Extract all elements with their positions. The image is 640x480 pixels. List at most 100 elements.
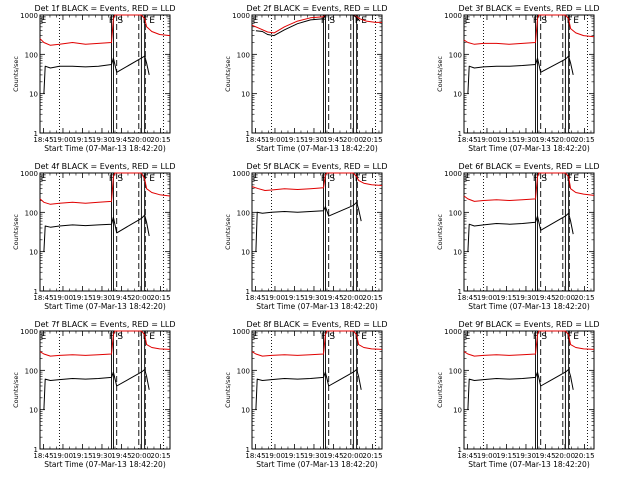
x-tick-label: 19:45 xyxy=(535,294,555,302)
x-tick-label: 19:00 xyxy=(265,294,285,302)
flag-label-f: F xyxy=(109,174,114,184)
plot-frame xyxy=(463,14,595,134)
det-panel-7: Det 7f BLACK = Events, RED = LLD 1 10 100 10… xyxy=(12,320,176,469)
x-tick-label: 19:00 xyxy=(53,136,73,144)
x-tick-label: 20:15 xyxy=(362,136,382,144)
plot-frame xyxy=(251,172,383,292)
plot-frame xyxy=(463,172,595,292)
x-tick-label: 20:00 xyxy=(343,136,363,144)
series-line-events xyxy=(467,55,574,94)
x-tick-label: 20:15 xyxy=(362,294,382,302)
x-tick-label: 20:00 xyxy=(131,452,151,460)
x-tick-label: 18:45 xyxy=(457,452,477,460)
x-tick-label: 19:30 xyxy=(92,136,112,144)
flag-label-e: E xyxy=(41,174,47,184)
flag-label-e: E xyxy=(253,332,259,342)
y-axis-label: Counts/sec xyxy=(12,214,20,250)
plot-frame xyxy=(39,14,171,134)
x-tick-label: 18:45 xyxy=(33,452,53,460)
x-tick-label: 19:30 xyxy=(304,294,324,302)
x-tick-label: 18:45 xyxy=(457,136,477,144)
x-tick-label: 19:45 xyxy=(323,136,343,144)
flag-label-e: E xyxy=(465,16,471,26)
flag-label-s: S xyxy=(329,174,335,184)
x-tick-label: 20:15 xyxy=(362,452,382,460)
x-tick-label: 19:30 xyxy=(92,294,112,302)
y-tick-label: 1 xyxy=(458,446,462,454)
y-tick-label: 100 xyxy=(237,209,250,217)
y-axis-label: Counts/sec xyxy=(224,56,232,92)
det-panel-6: Det 6f BLACK = Events, RED = LLD 1 10 100 10… xyxy=(436,162,600,311)
y-tick-label: 100 xyxy=(449,51,462,59)
det-panel-9: Det 9f BLACK = Events, RED = LLD 1 10 100 10… xyxy=(436,320,600,469)
y-axis-label: Counts/sec xyxy=(12,56,20,92)
flag-label-e: E xyxy=(361,174,367,184)
y-tick-label: 10 xyxy=(29,407,38,415)
det-panel-4: Det 4f BLACK = Events, RED = LLD 1 10 100 10… xyxy=(12,162,176,311)
panel-title: Det 1f BLACK = Events, RED = LLD xyxy=(34,4,175,13)
y-tick-label: 1 xyxy=(246,288,250,296)
flag-label-e: E xyxy=(253,174,259,184)
panel-title: Det 9f BLACK = Events, RED = LLD xyxy=(458,320,599,329)
x-tick-label: 19:30 xyxy=(92,452,112,460)
flag-label-s: S xyxy=(541,332,547,342)
y-tick-label: 10 xyxy=(453,407,462,415)
y-tick-label: 1000 xyxy=(444,170,462,178)
y-tick-label: 100 xyxy=(237,367,250,375)
flag-label-e: E xyxy=(149,174,155,184)
y-tick-label: 1 xyxy=(458,130,462,138)
x-tick-label: 19:15 xyxy=(284,294,304,302)
y-tick-label: 1000 xyxy=(20,328,38,336)
series-line-events xyxy=(255,201,362,252)
y-axis-label: Counts/sec xyxy=(12,372,20,408)
x-axis-label: Start Time (07-Mar-13 18:42:20) xyxy=(44,144,166,153)
x-tick-label: 20:15 xyxy=(574,136,594,144)
y-tick-label: 1000 xyxy=(232,170,250,178)
x-tick-label: 19:45 xyxy=(323,294,343,302)
flag-label-s: S xyxy=(541,16,547,26)
panel-title: Det 5f BLACK = Events, RED = LLD xyxy=(246,162,387,171)
flag-label-e: E xyxy=(573,16,579,26)
x-axis-label: Start Time (07-Mar-13 18:42:20) xyxy=(468,144,590,153)
x-tick-label: 19:45 xyxy=(535,452,555,460)
series-line-events xyxy=(255,369,362,410)
x-tick-label: 19:00 xyxy=(265,452,285,460)
x-tick-label: 19:30 xyxy=(516,452,536,460)
x-tick-label: 19:30 xyxy=(516,294,536,302)
panel-title: Det 2f BLACK = Events, RED = LLD xyxy=(246,4,387,13)
x-tick-label: 20:15 xyxy=(574,294,594,302)
x-tick-label: 19:45 xyxy=(111,294,131,302)
x-tick-label: 20:00 xyxy=(131,136,151,144)
flag-label-f: F xyxy=(143,174,148,184)
y-tick-label: 1000 xyxy=(444,328,462,336)
plot-frame xyxy=(39,330,171,450)
flag-label-s: S xyxy=(117,174,123,184)
x-tick-label: 19:45 xyxy=(111,136,131,144)
x-tick-label: 19:15 xyxy=(496,452,516,460)
x-tick-label: 19:15 xyxy=(496,294,516,302)
series-line-events xyxy=(467,212,574,252)
flag-label-s: S xyxy=(117,332,123,342)
x-tick-label: 19:45 xyxy=(111,452,131,460)
series-line-lld xyxy=(39,330,171,357)
det-panel-3: Det 3f BLACK = Events, RED = LLD 1 10 100 10… xyxy=(436,4,600,153)
x-tick-label: 19:00 xyxy=(477,136,497,144)
y-tick-label: 10 xyxy=(241,407,250,415)
y-axis-label: Counts/sec xyxy=(224,214,232,250)
flag-label-e: E xyxy=(41,332,47,342)
y-tick-label: 10 xyxy=(241,249,250,257)
x-tick-label: 19:15 xyxy=(284,136,304,144)
x-tick-label: 18:45 xyxy=(33,136,53,144)
y-tick-label: 10 xyxy=(241,91,250,99)
flag-label-f: F xyxy=(533,16,538,26)
panel-title: Det 6f BLACK = Events, RED = LLD xyxy=(458,162,599,171)
series-line-lld xyxy=(463,330,595,357)
y-tick-label: 1000 xyxy=(20,12,38,20)
flag-label-s: S xyxy=(329,16,335,26)
y-axis-label: Counts/sec xyxy=(436,56,444,92)
plot-frame xyxy=(251,330,383,450)
flag-label-e: E xyxy=(573,332,579,342)
y-tick-label: 1000 xyxy=(232,328,250,336)
x-tick-label: 18:45 xyxy=(33,294,53,302)
y-tick-label: 1 xyxy=(458,288,462,296)
